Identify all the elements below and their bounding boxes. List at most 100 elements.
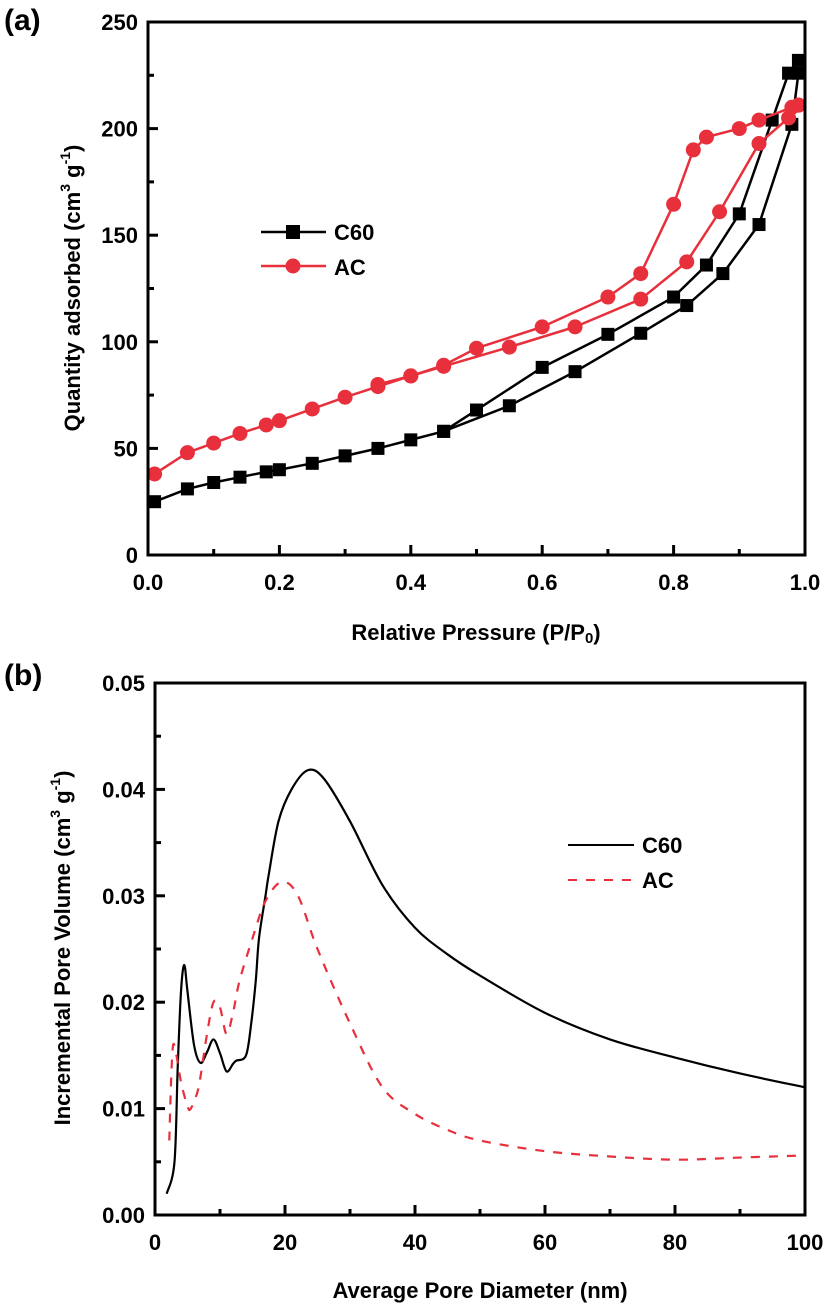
data-point-ac-adsorption	[567, 319, 583, 335]
y-tick-label-a: 0	[126, 543, 138, 568]
data-point-ac-adsorption	[179, 445, 195, 461]
y-tick-label-b: 0.04	[102, 777, 146, 802]
data-point-ac-desorption	[403, 368, 419, 384]
chart-a-ticks: 0.0 0.2 0.4 0.6 0.8 1.0 0 50 100 150 200 250	[101, 10, 820, 595]
data-point-c60-desorption	[470, 403, 483, 417]
y-tick-label-a: 200	[101, 117, 138, 142]
legend-label-ac-a: AC	[334, 255, 366, 280]
data-point-c60-adsorption	[634, 326, 648, 340]
legend-a: C60 AC	[261, 220, 374, 280]
data-point-c60-desorption	[791, 53, 805, 67]
y-tick-label-b: 0.03	[102, 884, 145, 909]
chart-b-curves	[165, 768, 806, 1195]
x-tick-label-a: 0.2	[264, 570, 295, 595]
series-line-ac-desorption-a	[377, 103, 799, 386]
data-point-ac-desorption	[370, 376, 386, 392]
data-point-ac-adsorption	[679, 254, 695, 270]
data-point-c60-adsorption	[338, 449, 352, 463]
data-point-ac-desorption	[784, 99, 800, 115]
data-point-ac-desorption	[698, 129, 714, 145]
data-point-c60-desorption	[667, 290, 681, 304]
y-tick-label-a: 150	[101, 223, 138, 248]
chart-b: (b) 0 20 40 60 80 100 0.00 0.01 0.02 0.03 0.04 0.05…	[4, 659, 823, 1303]
series-line-ac-b	[168, 880, 806, 1161]
data-point-ac-desorption	[666, 196, 682, 212]
data-point-ac-desorption	[600, 289, 616, 305]
data-point-c60-adsorption	[207, 476, 221, 490]
chart-a-curves	[147, 53, 806, 509]
y-axis-title-a: Quantity adsorbed (cm3 g-1)	[57, 145, 85, 432]
y-tick-label-b: 0.02	[102, 990, 145, 1015]
panel-label-b: (b)	[4, 659, 42, 692]
legend-marker-c60-a	[286, 225, 300, 239]
data-point-c60-adsorption	[568, 365, 582, 379]
plot-frame-b	[153, 681, 807, 1217]
data-point-ac-adsorption	[712, 204, 728, 220]
data-point-ac-desorption	[469, 340, 484, 356]
x-tick-label-b: 80	[663, 1230, 687, 1255]
chart-a: (a) 0.0 0.2 0.4 0.6 0.8 1.0 0 50 100 150 200 250 Re…	[4, 4, 820, 647]
data-point-c60-adsorption	[791, 66, 805, 80]
data-point-c60-desorption	[699, 258, 713, 272]
x-tick-label-a: 0.0	[133, 570, 164, 595]
x-tick-label-b: 40	[403, 1230, 427, 1255]
data-point-c60-desorption	[437, 424, 451, 438]
data-point-ac-desorption	[751, 112, 767, 128]
legend-label-ac-b: AC	[642, 868, 674, 893]
chart-b-axes	[153, 681, 807, 1217]
data-point-ac-adsorption	[751, 136, 767, 152]
y-tick-label-b: 0.05	[102, 671, 145, 696]
data-point-ac-adsorption	[501, 339, 517, 355]
legend-label-c60-a: C60	[334, 220, 374, 245]
data-point-c60-desorption	[782, 66, 796, 80]
x-tick-label-b: 0	[149, 1230, 161, 1255]
data-point-ac-desorption	[534, 319, 550, 335]
data-point-c60-desorption	[535, 360, 549, 374]
y-tick-label-a: 250	[101, 10, 138, 35]
data-point-c60-desorption	[732, 207, 746, 221]
y-tick-label-a: 50	[114, 436, 138, 461]
data-point-ac-adsorption	[147, 466, 163, 482]
data-point-c60-adsorption	[272, 463, 286, 477]
data-point-ac-adsorption	[258, 417, 274, 433]
data-point-ac-desorption	[685, 142, 701, 158]
data-point-c60-adsorption	[716, 267, 730, 281]
x-tick-label-b: 100	[787, 1230, 824, 1255]
data-point-c60-desorption	[601, 327, 615, 341]
data-point-c60-adsorption	[680, 299, 694, 313]
x-axis-title-a: Relative Pressure (P/P0)	[351, 620, 600, 647]
data-point-ac-desorption	[633, 266, 649, 282]
data-point-ac-adsorption	[232, 425, 248, 441]
y-axis-title-b: Incremental Pore Volume (cm3 g-1)	[47, 771, 75, 1126]
data-point-ac-adsorption	[337, 389, 353, 405]
chart-b-ticks: 0 20 40 60 80 100 0.00 0.01 0.02 0.03 0.04 0.05	[102, 671, 823, 1255]
y-tick-label-b: 0.01	[102, 1097, 145, 1122]
data-point-c60-adsorption	[233, 470, 247, 484]
data-point-c60-adsorption	[305, 456, 319, 470]
data-point-c60-adsorption	[371, 441, 385, 455]
y-tick-label-b: 0.00	[102, 1203, 145, 1228]
panel-label-a: (a)	[4, 4, 41, 37]
x-tick-label-a: 0.6	[527, 570, 558, 595]
data-point-ac-adsorption	[271, 413, 287, 429]
data-point-ac-adsorption	[206, 435, 222, 451]
x-tick-label-a: 0.4	[396, 570, 427, 595]
legend-b: C60 AC	[568, 833, 682, 893]
y-tick-label-a: 100	[101, 330, 138, 355]
data-point-c60-adsorption	[752, 218, 766, 232]
legend-marker-ac-a	[285, 258, 301, 274]
data-point-ac-adsorption	[304, 401, 320, 417]
data-point-c60-adsorption	[502, 399, 516, 413]
data-point-c60-adsorption	[180, 482, 194, 496]
series-line-c60-desorption-a	[442, 59, 800, 433]
data-point-c60-adsorption	[148, 495, 162, 509]
x-tick-label-a: 0.8	[658, 570, 689, 595]
legend-label-c60-b: C60	[642, 833, 682, 858]
data-point-c60-adsorption	[404, 433, 418, 447]
series-line-c60-b	[165, 768, 806, 1195]
x-tick-label-a: 1.0	[790, 570, 821, 595]
x-tick-label-b: 20	[273, 1230, 297, 1255]
data-point-ac-adsorption	[633, 291, 649, 307]
x-axis-title-b: Average Pore Diameter (nm)	[332, 1278, 627, 1303]
